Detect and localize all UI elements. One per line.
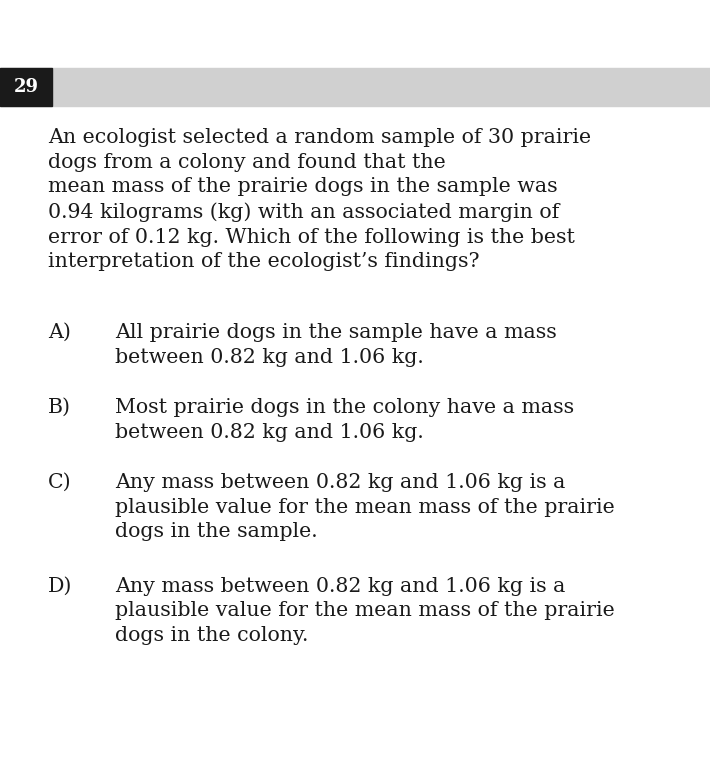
Text: Any mass between 0.82 kg and 1.06 kg is a
plausible value for the mean mass of t: Any mass between 0.82 kg and 1.06 kg is …: [115, 473, 615, 542]
Text: Any mass between 0.82 kg and 1.06 kg is a
plausible value for the mean mass of t: Any mass between 0.82 kg and 1.06 kg is …: [115, 577, 615, 645]
Text: D): D): [48, 577, 72, 595]
Text: All prairie dogs in the sample have a mass
between 0.82 kg and 1.06 kg.: All prairie dogs in the sample have a ma…: [115, 323, 557, 367]
Text: B): B): [48, 398, 71, 417]
Bar: [0, 68, 710, 106]
Text: Most prairie dogs in the colony have a mass
between 0.82 kg and 1.06 kg.: Most prairie dogs in the colony have a m…: [115, 398, 574, 442]
Bar: [0, 68, 52, 106]
Text: An ecologist selected a random sample of 30 prairie
dogs from a colony and found: An ecologist selected a random sample of…: [48, 128, 591, 271]
Text: A): A): [48, 323, 71, 342]
Text: C): C): [48, 473, 72, 492]
Text: 29: 29: [13, 78, 38, 96]
